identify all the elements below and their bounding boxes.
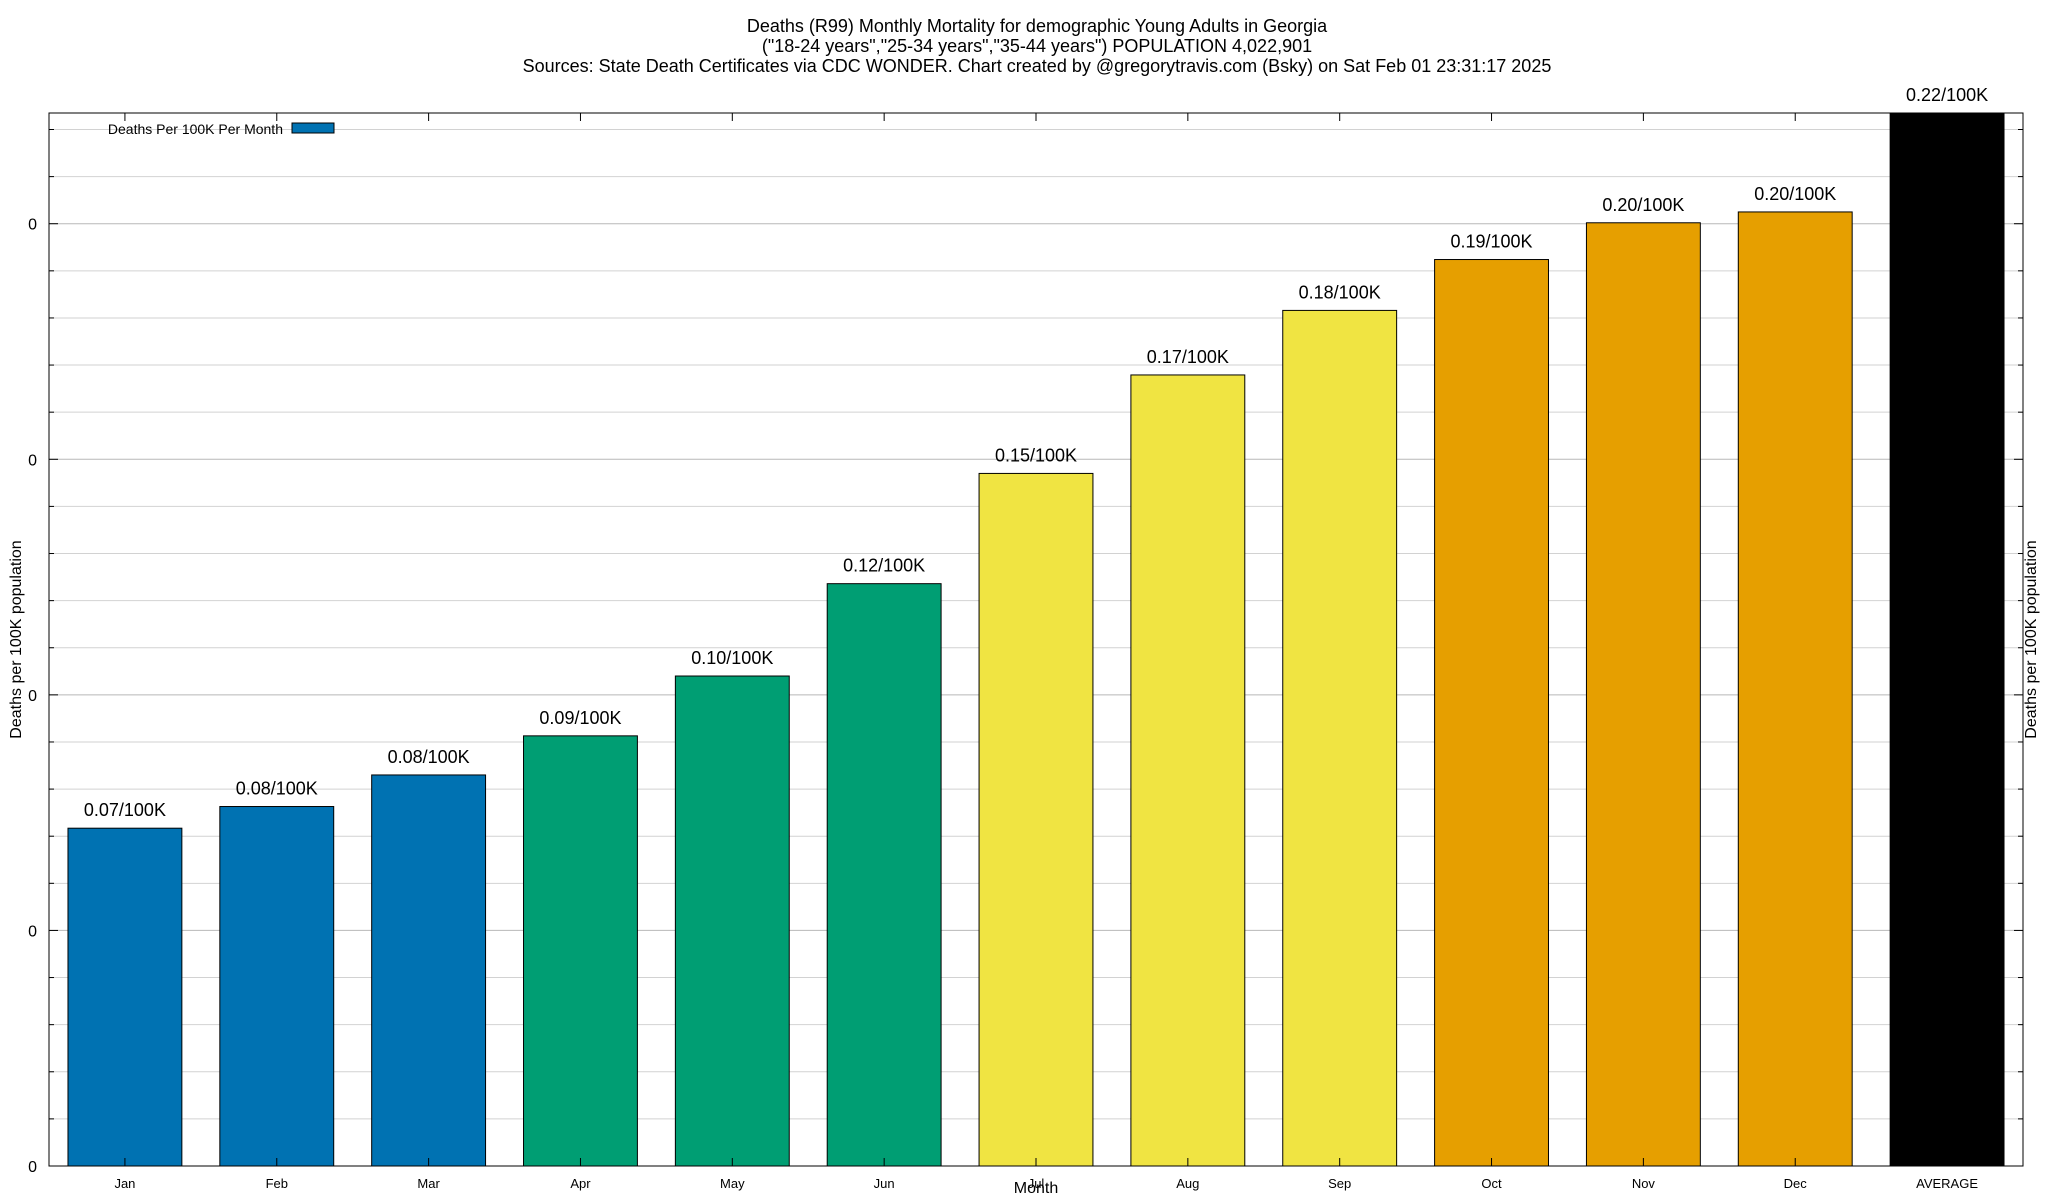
bar-value-label: 0.12/100K xyxy=(843,556,925,576)
x-tick-label: Jan xyxy=(114,1176,135,1191)
x-tick-labels: Jan Feb Mar Apr May Jun Jul Aug Sep Oct Nov Dec AVER… xyxy=(114,1176,1978,1191)
bar-apr xyxy=(523,735,638,1167)
y-tick-label: 0 xyxy=(28,452,37,469)
x-tick-label: Aug xyxy=(1176,1176,1199,1191)
x-tick-label: Dec xyxy=(1784,1176,1808,1191)
x-tick-label: Oct xyxy=(1481,1176,1502,1191)
y-tick-label: 0 xyxy=(28,1159,37,1176)
y-tick-labels: 0 0 0 0 0 xyxy=(28,217,37,1176)
x-tick-label: AVERAGE xyxy=(1916,1176,1978,1191)
x-tick-label: Nov xyxy=(1632,1176,1656,1191)
y-tick-label: 0 xyxy=(28,923,37,940)
bar-value-label: 0.15/100K xyxy=(995,445,1077,465)
legend-label: Deaths Per 100K Per Month xyxy=(108,121,283,137)
chart-title-line: ("18-24 years","25-34 years","35-44 year… xyxy=(762,36,1312,56)
bar-may xyxy=(674,675,790,1167)
x-tick-label: May xyxy=(720,1176,745,1191)
x-tick-label: Mar xyxy=(417,1176,440,1191)
bar-jul xyxy=(978,472,1094,1167)
bar-value-label: 0.20/100K xyxy=(1754,184,1836,204)
legend: Deaths Per 100K Per Month xyxy=(108,121,335,137)
chart-title-line: Deaths (R99) Monthly Mortality for demog… xyxy=(747,16,1328,36)
bar-value-label: 0.18/100K xyxy=(1299,282,1381,302)
x-tick-label: Apr xyxy=(570,1176,591,1191)
y-axis-label: Deaths per 100K population xyxy=(8,540,25,738)
bar-value-labels: 0.07/100K 0.08/100K 0.08/100K 0.09/100K 0.10… xyxy=(84,85,1988,820)
bar-value-label: 0.08/100K xyxy=(236,779,318,799)
y-tick-label: 0 xyxy=(28,217,37,234)
y-tick-label: 0 xyxy=(28,688,37,705)
bar-oct xyxy=(1434,259,1549,1167)
bar-value-label: 0.07/100K xyxy=(84,800,166,820)
x-tick-label: Feb xyxy=(266,1176,288,1191)
chart-title-line: Sources: State Death Certificates via CD… xyxy=(523,56,1552,76)
bar-aug xyxy=(1130,374,1246,1167)
bar-jan xyxy=(67,827,183,1167)
bar-value-label: 0.10/100K xyxy=(691,648,773,668)
bars xyxy=(67,112,2005,1167)
x-tick-label: Jul xyxy=(1028,1176,1045,1191)
bar-jun xyxy=(826,583,942,1167)
legend-swatch xyxy=(291,122,335,134)
bar-mar xyxy=(371,774,487,1167)
bar-value-label: 0.09/100K xyxy=(539,708,621,728)
y2-axis-label: Deaths per 100K population xyxy=(2023,540,2040,738)
bar-value-label: 0.08/100K xyxy=(388,747,470,767)
x-tick-label: Sep xyxy=(1328,1176,1351,1191)
bar-value-label: 0.22/100K xyxy=(1906,85,1988,105)
axis-ticks xyxy=(49,113,2023,1167)
bar-average xyxy=(1889,112,2005,1167)
chart-title: Deaths (R99) Monthly Mortality for demog… xyxy=(523,16,1552,76)
bar-dec xyxy=(1737,211,1853,1167)
bar-sep xyxy=(1282,309,1398,1167)
bar-feb xyxy=(219,806,335,1167)
bar-value-label: 0.20/100K xyxy=(1602,195,1684,215)
x-tick-label: Jun xyxy=(874,1176,895,1191)
x-axis-label: Month xyxy=(1014,1180,1058,1197)
bar-value-label: 0.19/100K xyxy=(1450,232,1532,252)
bar-value-label: 0.17/100K xyxy=(1147,347,1229,367)
bar-nov xyxy=(1585,222,1701,1167)
